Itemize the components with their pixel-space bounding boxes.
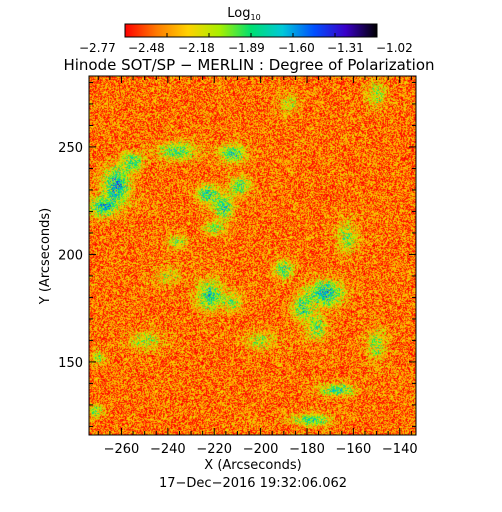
x-axis-label: X (Arcseconds) bbox=[204, 458, 301, 473]
colorbar-tick-label: −1.60 bbox=[278, 41, 315, 55]
colorbar-label: Log10 bbox=[227, 6, 260, 22]
colorbar-ticks bbox=[124, 33, 378, 37]
colorbar-tick-label: −2.77 bbox=[79, 41, 116, 55]
chart-title: Hinode SOT/SP − MERLIN : Degree of Polar… bbox=[63, 56, 434, 74]
x-tick-label: −180 bbox=[289, 442, 325, 457]
colorbar-tick-label: −1.89 bbox=[228, 41, 265, 55]
colorbar-tick-label: −2.48 bbox=[128, 41, 165, 55]
x-tick-label: −160 bbox=[336, 442, 372, 457]
x-tick-label: −260 bbox=[104, 442, 140, 457]
plot-frame bbox=[88, 75, 417, 436]
observation-timestamp: 17−Dec−2016 19:32:06.062 bbox=[159, 476, 347, 491]
y-tick-label: 200 bbox=[58, 248, 83, 263]
polarization-heatmap bbox=[89, 76, 416, 435]
colorbar-tick-label: −1.02 bbox=[376, 41, 413, 55]
y-tick-label: 150 bbox=[58, 356, 83, 371]
y-tick-labels: 150 200 250 bbox=[58, 141, 83, 371]
x-tick-label: −220 bbox=[196, 442, 232, 457]
y-tick-label: 250 bbox=[58, 141, 83, 156]
y-axis-label: Y (Arcseconds) bbox=[38, 208, 53, 305]
x-tick-label: −240 bbox=[150, 442, 186, 457]
colorbar-tick-label: −1.31 bbox=[327, 41, 364, 55]
axis-ticks bbox=[89, 76, 416, 435]
x-tick-labels: −260 −240 −220 −200 −180 −160 −140 bbox=[104, 442, 418, 457]
colorbar-tick-label: −2.18 bbox=[178, 41, 215, 55]
colorbar-tick-labels: −2.77 −2.48 −2.18 −1.89 −1.60 −1.31 −1.0… bbox=[79, 41, 413, 55]
x-tick-label: −140 bbox=[382, 442, 418, 457]
x-tick-label: −200 bbox=[243, 442, 279, 457]
